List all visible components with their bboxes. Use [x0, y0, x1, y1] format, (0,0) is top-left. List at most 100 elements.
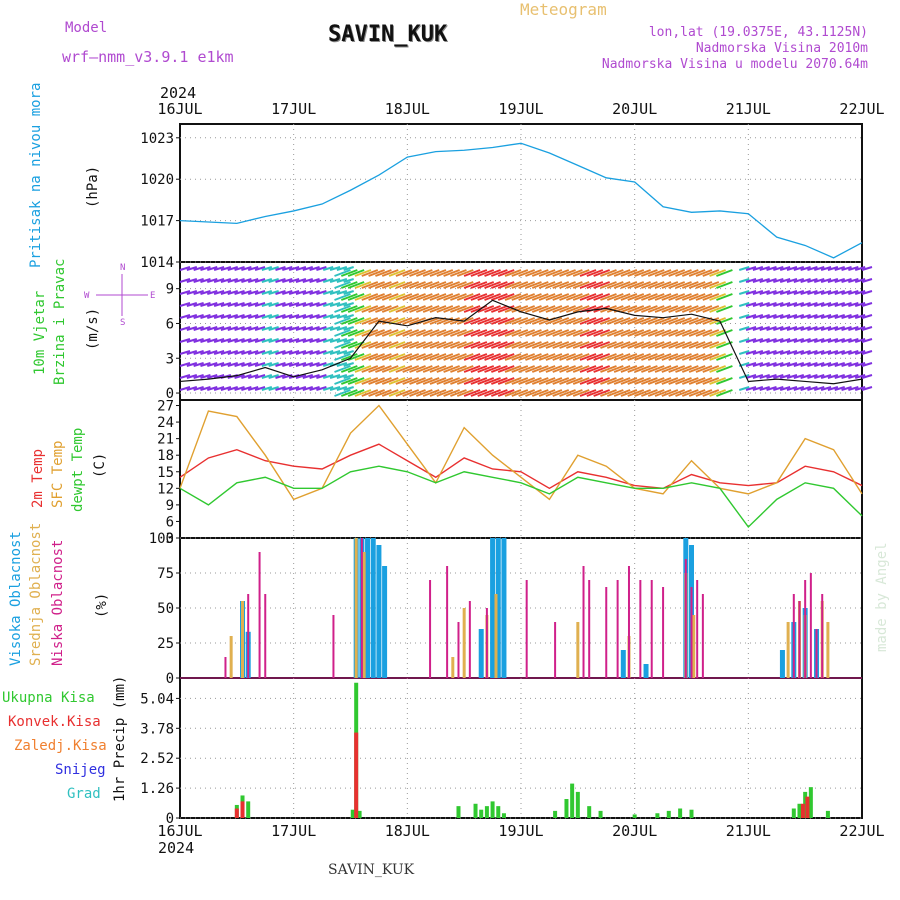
wind-barb	[322, 314, 334, 319]
wind-compass: N S W E	[84, 263, 155, 328]
wind-label: 10m Vjetar	[32, 291, 48, 375]
wind-barb	[813, 314, 825, 319]
wind-barb	[511, 365, 529, 373]
wind-barb	[745, 290, 757, 295]
wind-barb	[395, 329, 413, 337]
wind-barb	[497, 305, 515, 313]
wind-barb	[827, 266, 839, 271]
wind-barb	[538, 293, 556, 301]
wind-barb	[545, 389, 563, 397]
mid-cloud-bar	[786, 622, 790, 678]
wind-barb	[668, 293, 686, 301]
wind-barb	[336, 302, 348, 307]
low-cloud-bar	[332, 615, 335, 678]
wind-barb	[395, 305, 413, 313]
wind-barb	[206, 278, 218, 283]
wind-barb	[282, 386, 293, 391]
wind-barb	[827, 374, 839, 379]
wind-barb	[531, 293, 549, 301]
wind-barb	[395, 281, 413, 289]
wind-barb	[559, 293, 576, 301]
wind-barb	[641, 293, 658, 301]
low-cloud-bar	[429, 580, 432, 678]
wind-barb	[388, 293, 406, 301]
wind-barb	[334, 293, 351, 301]
wind-barb	[334, 305, 351, 313]
wind-barb	[497, 317, 515, 325]
wind-barb	[497, 365, 515, 373]
wind-barb	[234, 302, 245, 307]
wind-barb	[511, 389, 529, 397]
wind-barb	[834, 326, 846, 331]
wind-barb	[627, 305, 645, 313]
bottom-tick-label: 19JUL	[498, 822, 543, 840]
wind-barb	[695, 281, 713, 289]
wind-barb	[861, 386, 873, 391]
wind-barb	[695, 305, 713, 313]
wind-barb	[227, 302, 239, 307]
wind-barb	[634, 293, 651, 301]
wind-barb	[807, 374, 818, 379]
wind-barb	[848, 314, 859, 319]
wind-barb	[641, 317, 658, 325]
wind-barb	[334, 329, 351, 337]
wind-barb	[709, 329, 726, 337]
wind-barb	[343, 278, 354, 283]
wind-barb	[241, 314, 252, 319]
wind-barb	[179, 338, 191, 343]
total-precip-bar	[666, 810, 671, 818]
y-tick-label: 15	[157, 465, 174, 481]
wind-barb	[709, 269, 726, 277]
wind-barb	[477, 341, 495, 349]
wind-barb	[827, 302, 839, 307]
wind-barb	[329, 314, 341, 319]
wind-barb	[606, 317, 624, 325]
wind-barb	[586, 341, 604, 349]
wind-barb	[848, 302, 859, 307]
wind-barb	[336, 362, 348, 367]
wind-barb	[854, 350, 866, 355]
wind-barb	[654, 305, 672, 313]
wind-barb	[491, 293, 508, 301]
wind-barb	[504, 389, 522, 397]
top-tick-label: 21JUL	[726, 100, 771, 118]
wind-barb	[752, 278, 764, 283]
wind-barb	[752, 386, 764, 391]
wind-barb	[275, 290, 286, 295]
wind-barb	[443, 281, 460, 289]
wind-barb	[813, 278, 825, 283]
wind-barb	[545, 293, 563, 301]
wind-barb	[841, 278, 852, 283]
wind-barb	[834, 374, 846, 379]
wind-barb	[613, 329, 631, 337]
wind-barb	[627, 269, 645, 277]
wind-barb	[668, 389, 686, 397]
wind-barb	[334, 341, 351, 349]
wind-barb	[766, 326, 777, 331]
top-tick-label: 16JUL	[157, 100, 202, 118]
wind-barb	[354, 353, 372, 361]
wind-barb	[193, 362, 204, 367]
wind-barb	[552, 305, 570, 313]
wind-barb	[361, 341, 379, 349]
wind-barb	[518, 293, 535, 301]
wind-barb	[302, 374, 314, 379]
wind-barb	[388, 305, 406, 313]
wind-barb	[531, 341, 549, 349]
wind-barb	[800, 362, 811, 367]
wind-barb	[316, 314, 327, 319]
wind-barb	[429, 293, 447, 301]
y-tick-label: 3	[166, 351, 174, 367]
total-precip-bar	[456, 806, 461, 818]
wind-barb	[627, 329, 645, 337]
wind-barb	[193, 374, 204, 379]
wind-barb	[745, 266, 757, 271]
wind-barb	[620, 389, 638, 397]
wind-barb	[634, 269, 651, 277]
wind-barb	[388, 389, 406, 397]
wind-barb	[786, 338, 798, 343]
wind-barb	[241, 278, 252, 283]
wind-barb	[681, 293, 699, 301]
wind-barb	[309, 362, 320, 367]
wind-barb	[234, 374, 245, 379]
